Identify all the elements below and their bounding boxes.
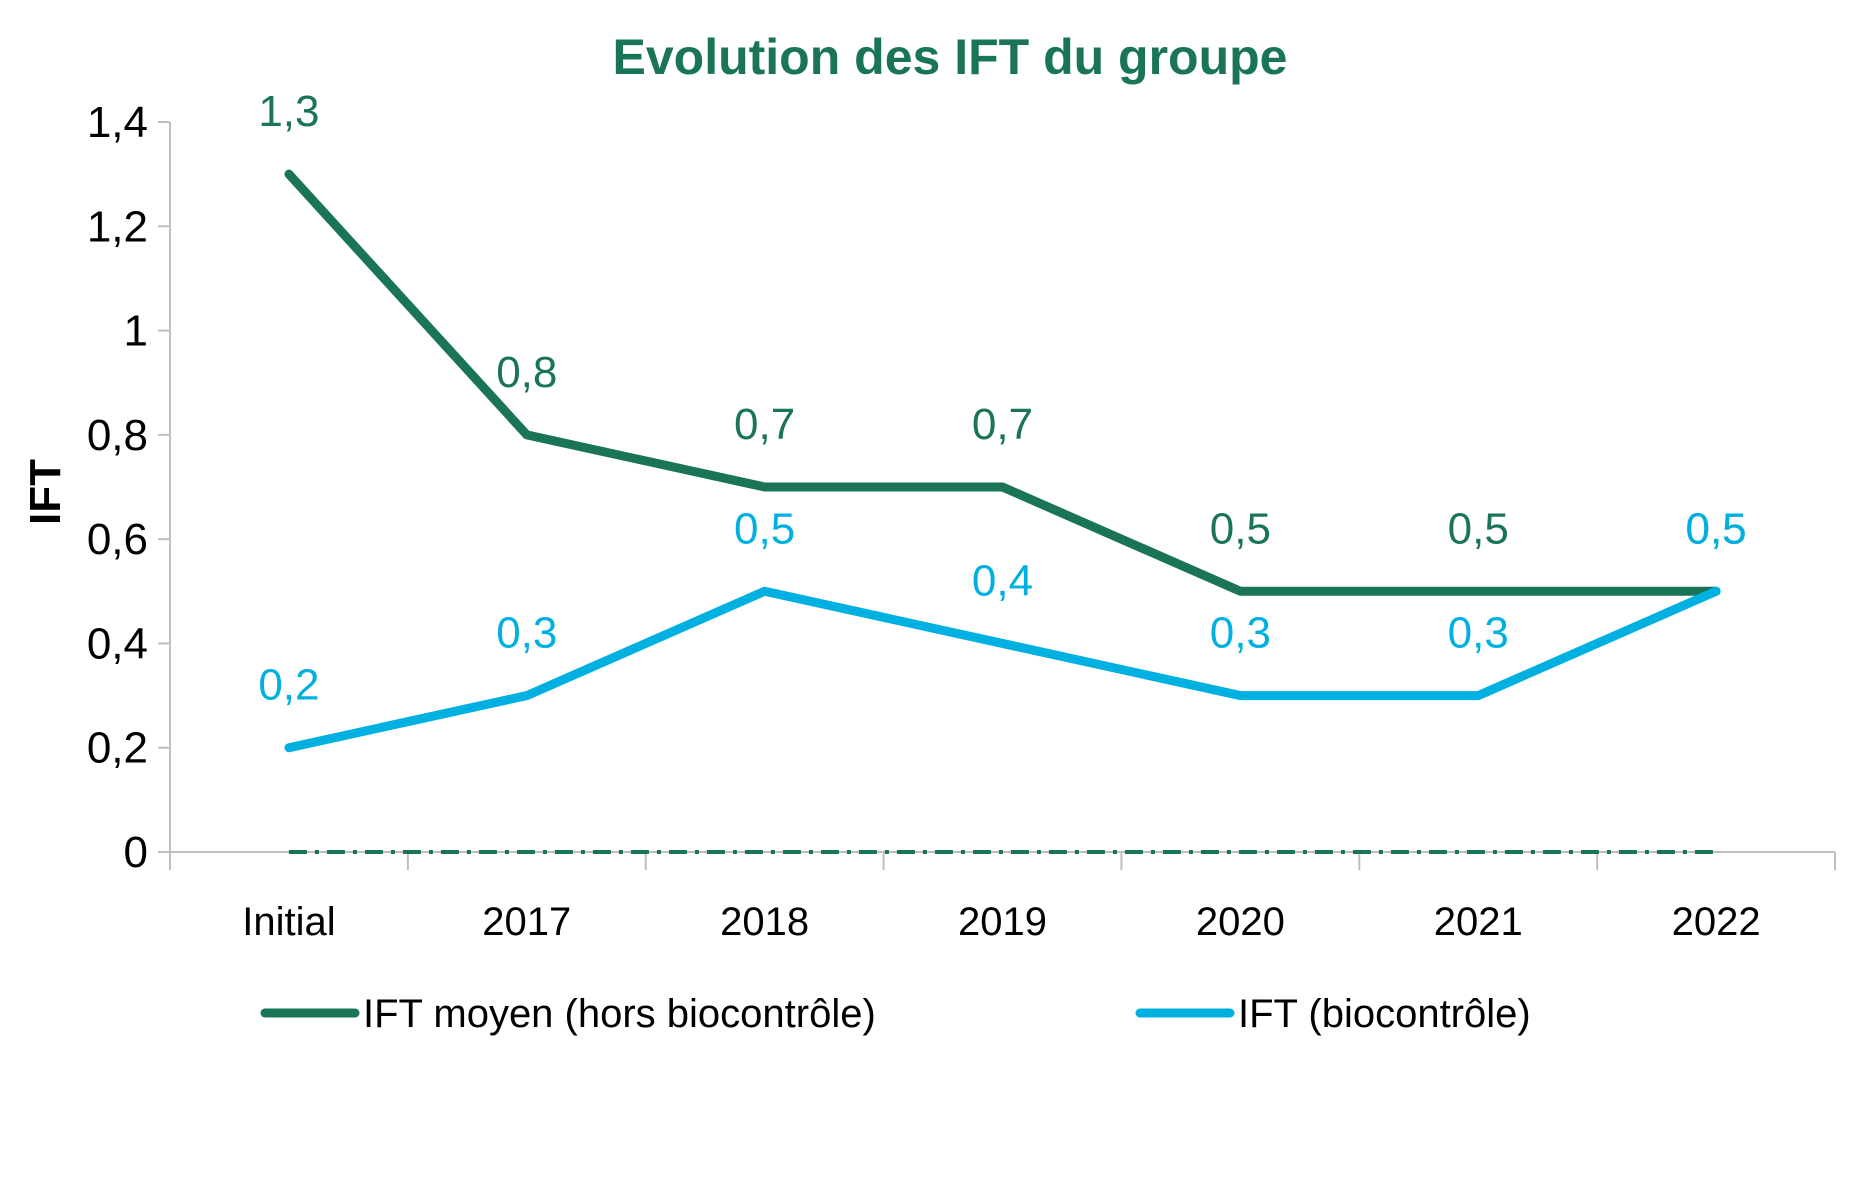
y-tick-label: 0	[124, 828, 148, 877]
y-tick-label: 0,4	[87, 619, 148, 668]
y-tick-label: 1,2	[87, 202, 148, 251]
data-label: 0,7	[734, 400, 795, 449]
data-label: 0,3	[1210, 609, 1271, 658]
legend-label: IFT moyen (hors biocontrôle)	[363, 992, 876, 1036]
data-label: 0,2	[258, 661, 319, 710]
data-label: 0,3	[1448, 609, 1509, 658]
data-label: 0,8	[496, 348, 557, 397]
series-line-1	[284, 169, 1721, 596]
data-label: 0,5	[1448, 504, 1509, 553]
y-tick-label: 1	[124, 307, 148, 356]
x-axis: Initial 2017 2018 2019 2020 2021 2022	[169, 851, 1836, 944]
data-label: 0,5	[734, 504, 795, 553]
legend-label: IFT (biocontrôle)	[1238, 992, 1531, 1036]
legend: IFT moyen (hors biocontrôle) IFT (biocont…	[260, 992, 1531, 1036]
data-label: 0,7	[972, 400, 1033, 449]
data-label: 0,5	[1210, 504, 1271, 553]
x-tick-label: 2021	[1434, 900, 1523, 944]
data-label: 0,5	[1685, 504, 1746, 553]
data-label: 0,4	[972, 556, 1033, 605]
y-tick-label: 0,8	[87, 411, 148, 460]
chart-title: Evolution des IFT du groupe	[613, 29, 1288, 85]
data-label: 0,3	[496, 609, 557, 658]
legend-item: IFT (biocontrôle)	[1135, 992, 1531, 1036]
series-layer	[284, 169, 1721, 854]
data-label: 0,5	[1685, 504, 1746, 553]
x-tick-label: Initial	[242, 900, 335, 944]
y-axis: 0 0,2 0,4 0,6 0,8 1 1,2 1,4	[87, 98, 171, 877]
y-tick-label: 0,2	[87, 724, 148, 773]
series-line-2	[284, 586, 1721, 753]
x-tick-label: 2018	[720, 900, 809, 944]
legend-item: IFT moyen (hors biocontrôle)	[260, 992, 876, 1036]
y-tick-label: 1,4	[87, 98, 148, 147]
x-tick-label: 2019	[958, 900, 1047, 944]
x-tick-label: 2020	[1196, 900, 1285, 944]
data-labels: 1,30,80,7 0,70,5 0,5 0,50,20,30,50,40,3 0,30…	[258, 87, 1746, 710]
x-tick-label: 2022	[1672, 900, 1761, 944]
data-label: 1,3	[258, 87, 319, 136]
y-tick-label: 0,6	[87, 515, 148, 564]
y-axis-label: IFT	[21, 459, 70, 525]
x-tick-label: 2017	[482, 900, 571, 944]
